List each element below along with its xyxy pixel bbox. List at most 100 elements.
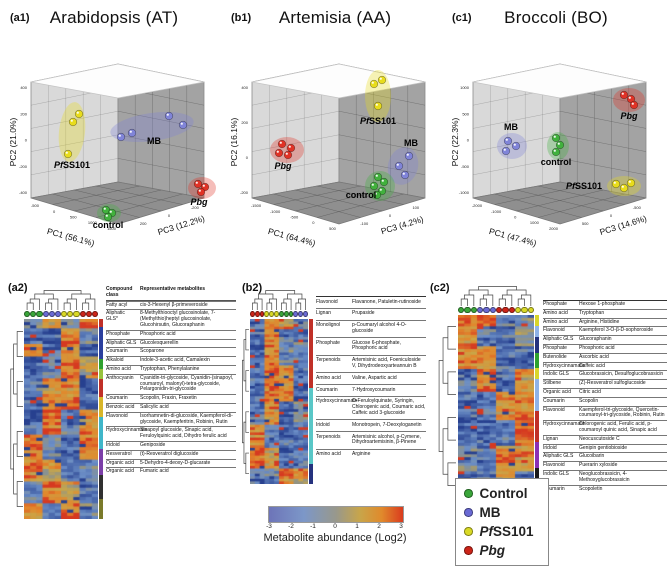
- treatment-dot: [521, 306, 528, 314]
- panel-tag: (b1): [231, 12, 252, 24]
- table-row: Coumarin Scopoletin: [543, 484, 667, 494]
- class-strip-segment: [99, 327, 103, 359]
- svg-text:0: 0: [312, 220, 315, 225]
- table-row: Phosphate Phosphoric acid: [106, 329, 236, 339]
- legend-item: MB: [464, 503, 540, 522]
- treatment-dot: [495, 306, 503, 314]
- data-point-MB: [164, 111, 174, 121]
- metabolites: Fumaric acid: [140, 468, 169, 475]
- heatmap-block-b2: (b2) Flavonoid Flavanone, Patuletin-rutin…: [242, 280, 428, 566]
- data-point-control: [373, 172, 383, 182]
- svg-text:-1000: -1000: [491, 209, 502, 214]
- class-strip-segment: [99, 499, 103, 519]
- table-row: Flavonoid Puerarin xyloside: [543, 461, 667, 470]
- class-strip-segment: [309, 388, 313, 465]
- compound-class: Flavonoid: [316, 298, 338, 305]
- colorbar-label: Metabolite abundance (Log2): [263, 532, 407, 544]
- table-row: Indolic GLS Glucobrassicin, Desulfoglucob…: [543, 370, 667, 379]
- data-point-Pbg: [283, 150, 293, 160]
- treatment-dot: [67, 310, 74, 318]
- class-strip-segment: [99, 359, 103, 369]
- svg-text:-400: -400: [19, 190, 28, 195]
- metabolites: Salicylic acid: [140, 403, 169, 410]
- cluster-label-control: control: [541, 157, 572, 167]
- table-row: Resveratrol (t)-Resveratrol diglucoside: [106, 449, 236, 459]
- compound-class: Phosphate: [106, 330, 130, 337]
- compound-class-table: Compound class Representative metabolites…: [106, 286, 236, 476]
- svg-text:200: 200: [20, 111, 27, 116]
- compound-class: Benzoic acid: [106, 403, 135, 410]
- table-row: Aliphatic GLS Glucoraphanin: [543, 335, 667, 344]
- metabolites: 5-Dehydro-4-deoxy-D-glucarate: [140, 459, 211, 466]
- metabolites: Tryptophan: [579, 309, 605, 316]
- pca-panel-b1-header: (b1) Artemisia (AA): [227, 4, 443, 34]
- table-row: Flavonoid Flavanone, Patuletin-rutinoside: [316, 296, 426, 308]
- table-row: Alkaloid Indole-3-acetic acid, Camalexin: [106, 356, 236, 365]
- compound-class: Coumarin: [106, 395, 128, 402]
- metabolites: Valine, Aspartic acid: [352, 374, 397, 381]
- x-axis-label: PC1 (64.4%): [267, 226, 317, 248]
- cluster-label-MB: MB: [404, 138, 418, 148]
- compound-class: Amino acid: [316, 374, 341, 381]
- column-dendrogram: [460, 286, 532, 306]
- row-dendrogram: [10, 331, 23, 507]
- treatment-dot: [24, 310, 31, 318]
- treatment-dot: [91, 310, 99, 318]
- data-point-PfSS101: [68, 117, 78, 127]
- compound-class: Alkaloid: [106, 357, 124, 364]
- table-row: Phosphate Hexose 1-phosphate: [543, 300, 667, 309]
- compound-class: Flavonoid: [543, 462, 565, 469]
- data-point-PfSS101: [373, 101, 383, 111]
- pca-panel-b1: (b1) Artemisia (AA) 400 200 0 -200 -1500 -100…: [227, 4, 443, 256]
- svg-text:500: 500: [462, 111, 469, 116]
- data-point-Pbg: [277, 139, 287, 149]
- data-point-control: [103, 212, 113, 222]
- cluster-label-PfSS101: PfSS101: [360, 116, 396, 126]
- z-axis-label: PC3 (4.2%): [380, 214, 425, 236]
- svg-text:400: 400: [20, 85, 27, 90]
- treatment-dot: [464, 306, 471, 314]
- panel-title: Arabidopsis (AT): [49, 8, 179, 27]
- class-strip-segment: [99, 397, 103, 417]
- compound-class: Aliphatic GLS: [106, 339, 137, 346]
- cluster-label-PfSS101: PfSS101: [54, 160, 90, 170]
- table-row: Amino acid Tryptophan, Phenylalanine: [106, 364, 236, 374]
- metabolites: Scopolin, Fraxin, Fraxetin: [140, 395, 197, 402]
- data-point-MB: [116, 132, 126, 142]
- table-row: Coumarin Scopolin, Fraxin, Fraxetin: [106, 394, 236, 403]
- data-point-Pbg: [274, 148, 284, 158]
- compound-class: Flavonoid: [106, 412, 128, 419]
- metabolites: Glucobrassicin, Desulfoglucobrassicin: [579, 371, 664, 378]
- panel-tag: (b2): [242, 282, 263, 294]
- z-axis-label: PC3 (14.6%): [598, 213, 648, 237]
- compound-class: Iridoid: [316, 421, 330, 428]
- compound-class: Organic acid: [106, 468, 135, 475]
- svg-text:100: 100: [412, 205, 419, 210]
- treatment-dot-row: [24, 310, 99, 318]
- metabolites: Glucolesquerellin: [140, 339, 179, 346]
- treatment-dot: [264, 310, 270, 318]
- pca-panel-c1-header: (c1) Broccoli (BO): [448, 4, 664, 34]
- pca-panel-a1-header: (a1) Arabidopsis (AT): [6, 4, 222, 34]
- treatment-dot: [458, 306, 465, 314]
- treatment-dot: [259, 310, 265, 318]
- metabolites: (t)-Resveratrol diglucoside: [140, 450, 199, 457]
- metabolites: Cyanidin-tri-glycoside, Cyanidin-(sinapo…: [140, 374, 234, 393]
- colorbar-tick: 2: [377, 523, 381, 530]
- svg-text:0: 0: [168, 213, 171, 218]
- metabolites: p-Coumaryl alcohol 4-O-glucoside: [352, 322, 407, 334]
- treatment-dot: [85, 310, 92, 318]
- data-point-Pbg: [619, 90, 629, 100]
- class-strip-segment: [99, 449, 103, 475]
- compound-class: Aliphatic GLS*: [106, 310, 125, 323]
- svg-text:-200: -200: [240, 190, 249, 195]
- metabolites: Kaempferol 3-O-β-D-sophoroside: [579, 327, 654, 334]
- cluster-label-control: control: [346, 190, 377, 200]
- data-point-MB: [501, 146, 511, 156]
- svg-text:0: 0: [25, 138, 28, 143]
- data-point-MB: [511, 141, 521, 151]
- data-point-Pbg: [196, 187, 206, 197]
- treatment-dot: [54, 310, 62, 318]
- table-row: Iridoid Genipin gentiobioside: [543, 443, 667, 453]
- metabolites: Sinapoyl glucoside, Sinapic acid, Ferulo…: [140, 427, 227, 440]
